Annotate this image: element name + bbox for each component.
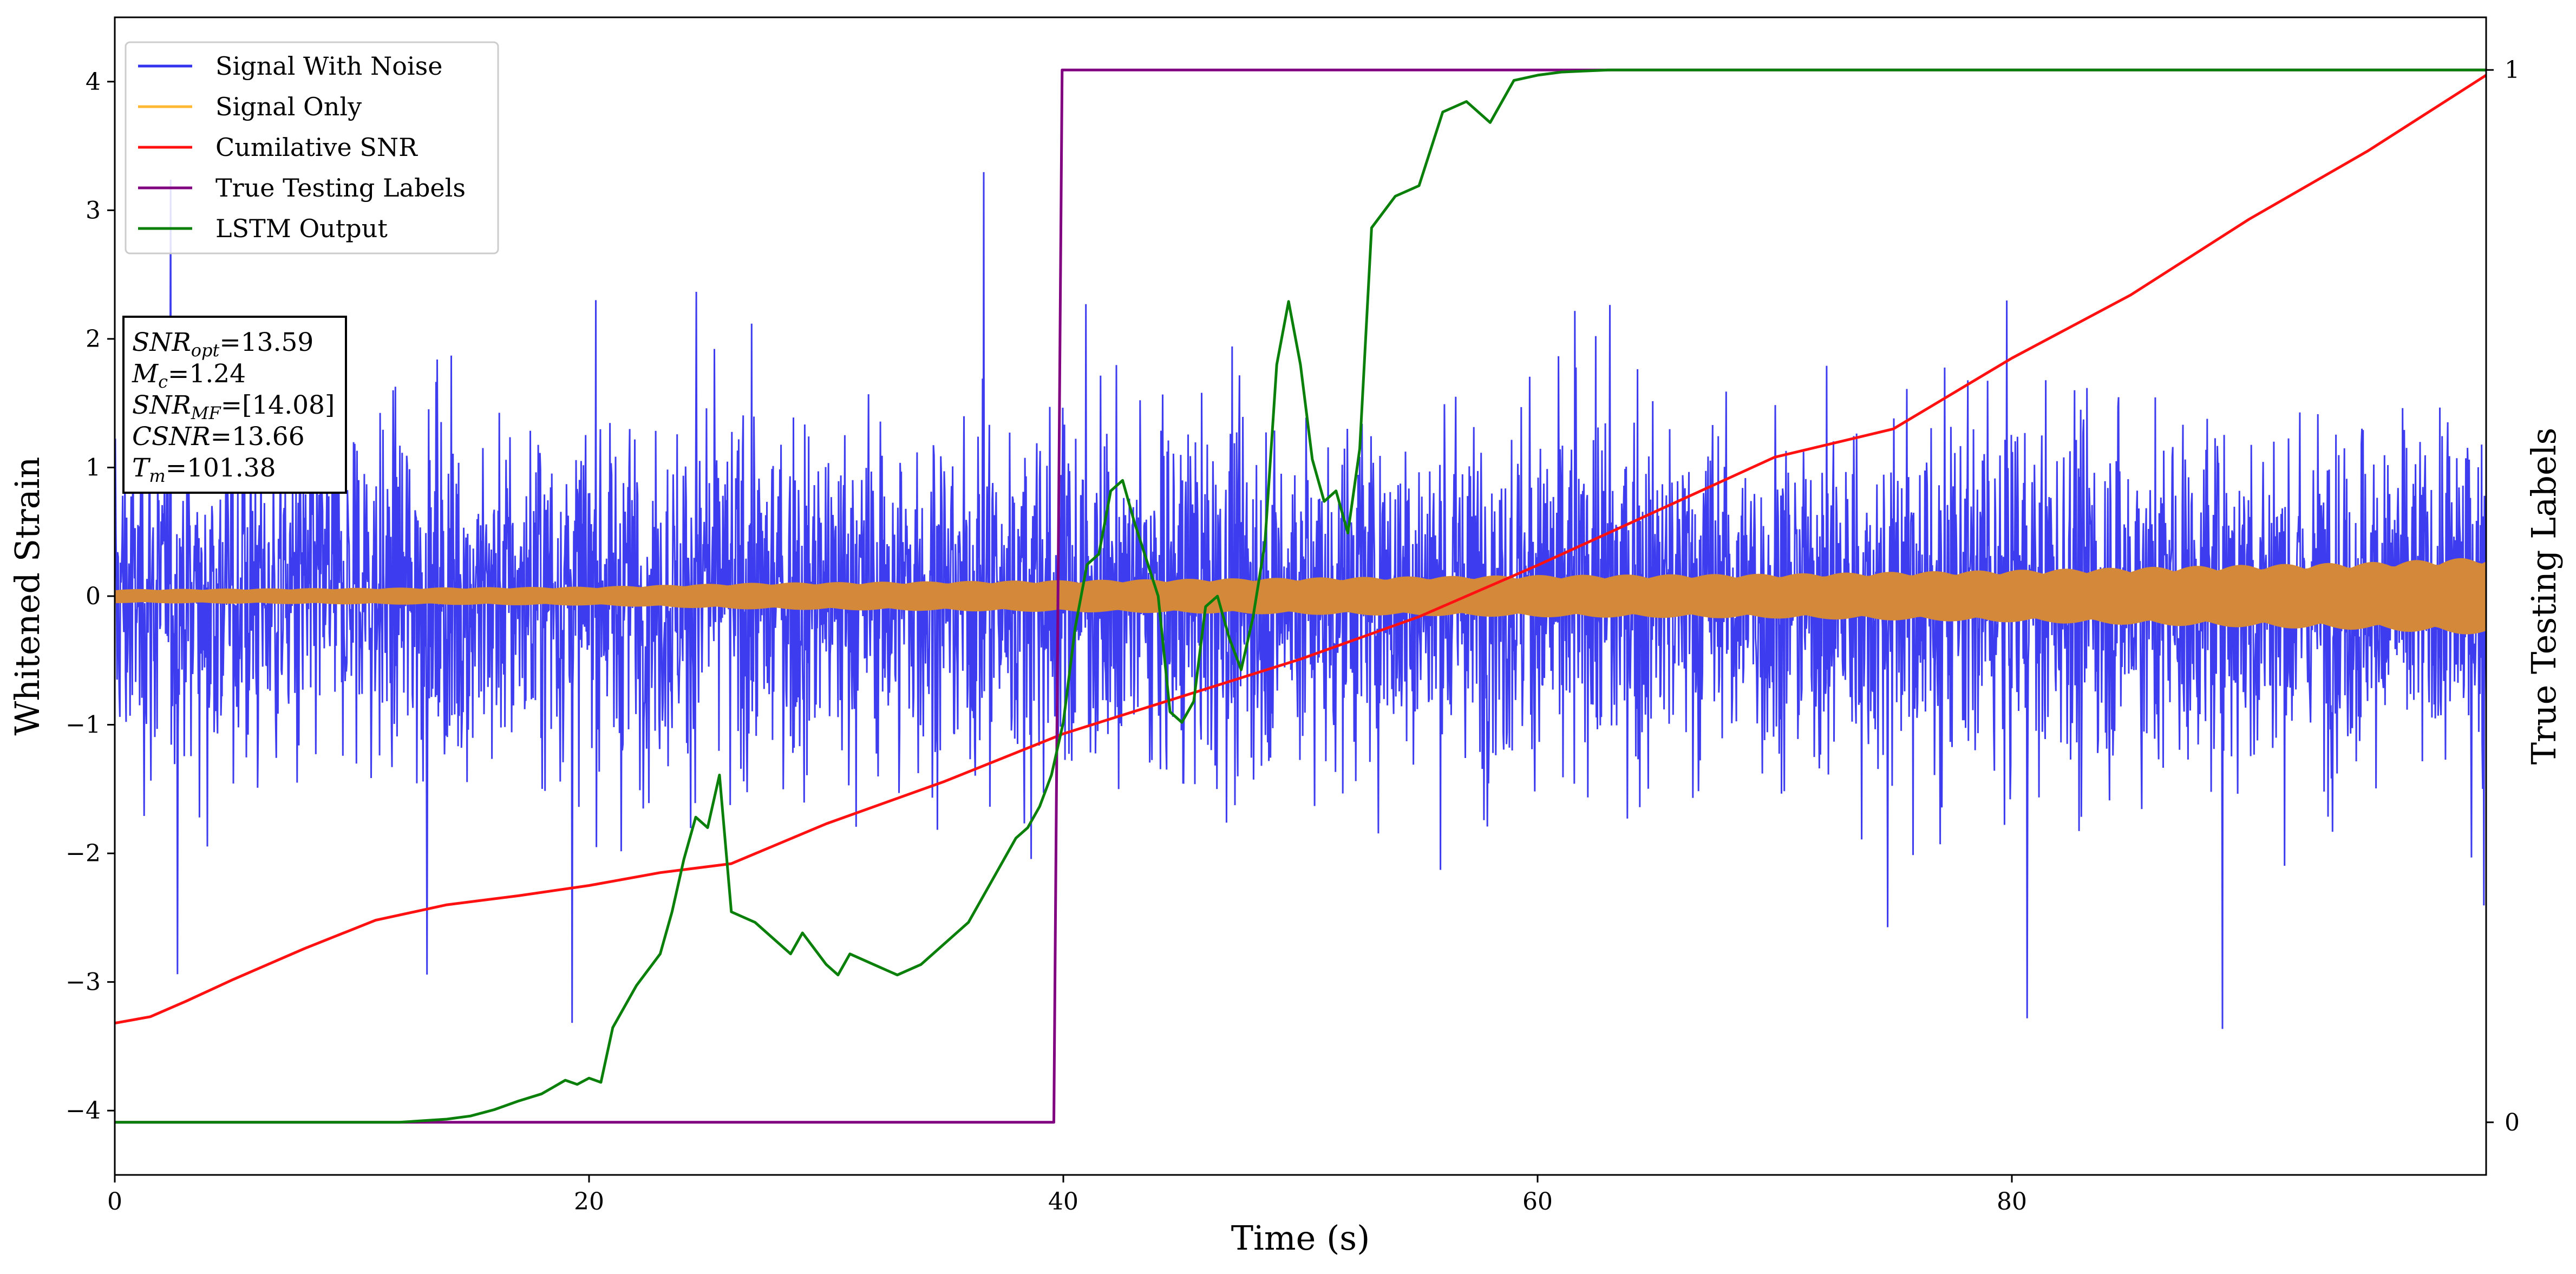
right-y-axis-label: True Testing Labels: [2524, 428, 2564, 765]
info-box-frame: [122, 316, 347, 494]
x-tick-label: 0: [107, 1188, 122, 1216]
info-box-line: SNRopt=13.59: [132, 328, 313, 361]
legend-label: True Testing Labels: [215, 173, 466, 202]
series-signal-only: [115, 558, 2486, 635]
legend: Signal With Noise Signal Only Cumilative S…: [125, 41, 499, 254]
y-axis-ticks: −4 −3 −2 −1 0 1 2 3 4: [66, 68, 115, 1125]
x-tick-label: 80: [1997, 1188, 2027, 1216]
series-lstm-output: [115, 68, 2486, 1124]
info-box-line: CSNR=13.66: [132, 422, 305, 452]
x-tick-label: 40: [1048, 1188, 1078, 1216]
y-tick-label: −4: [66, 1097, 101, 1125]
y-tick-label: 0: [86, 583, 101, 610]
legend-label: Cumilative SNR: [215, 133, 418, 162]
right-y-tick-label: 0: [2505, 1109, 2520, 1136]
info-box-line: Mc=1.24: [132, 359, 246, 392]
y-tick-label: 1: [86, 454, 101, 481]
info-box-line: Tm=101.38: [132, 453, 276, 486]
legend-label: LSTM Output: [215, 214, 388, 243]
x-tick-label: 20: [574, 1188, 604, 1216]
right-y-axis-ticks: 01: [2486, 56, 2520, 1136]
y-tick-label: 2: [86, 325, 101, 353]
series-cumilative-snr: [115, 74, 2486, 1025]
legend-box: [125, 41, 499, 254]
right-y-tick-label: 1: [2505, 56, 2520, 84]
y-tick-label: 3: [86, 197, 101, 224]
y-tick-label: −1: [66, 711, 101, 739]
x-axis-label: Time (s): [1231, 1218, 1370, 1258]
y-tick-label: −3: [66, 969, 101, 996]
x-axis-ticks: 0 20 40 60 80: [107, 1175, 2027, 1216]
y-tick-label: 4: [86, 68, 101, 96]
y-tick-label: −2: [66, 840, 101, 867]
info-box-line: SNRMF=[14.08]: [132, 390, 335, 423]
plot-area: [114, 16, 2487, 1176]
legend-label: Signal Only: [215, 92, 362, 121]
legend-label: Signal With Noise: [215, 51, 442, 81]
info-box: SNRopt=13.59Mc=1.24SNRMF=[14.08]CSNR=13.…: [122, 316, 347, 494]
y-axis-label: Whitened Strain: [8, 457, 47, 736]
x-tick-label: 60: [1522, 1188, 1553, 1216]
series-layer: [115, 68, 2486, 1124]
